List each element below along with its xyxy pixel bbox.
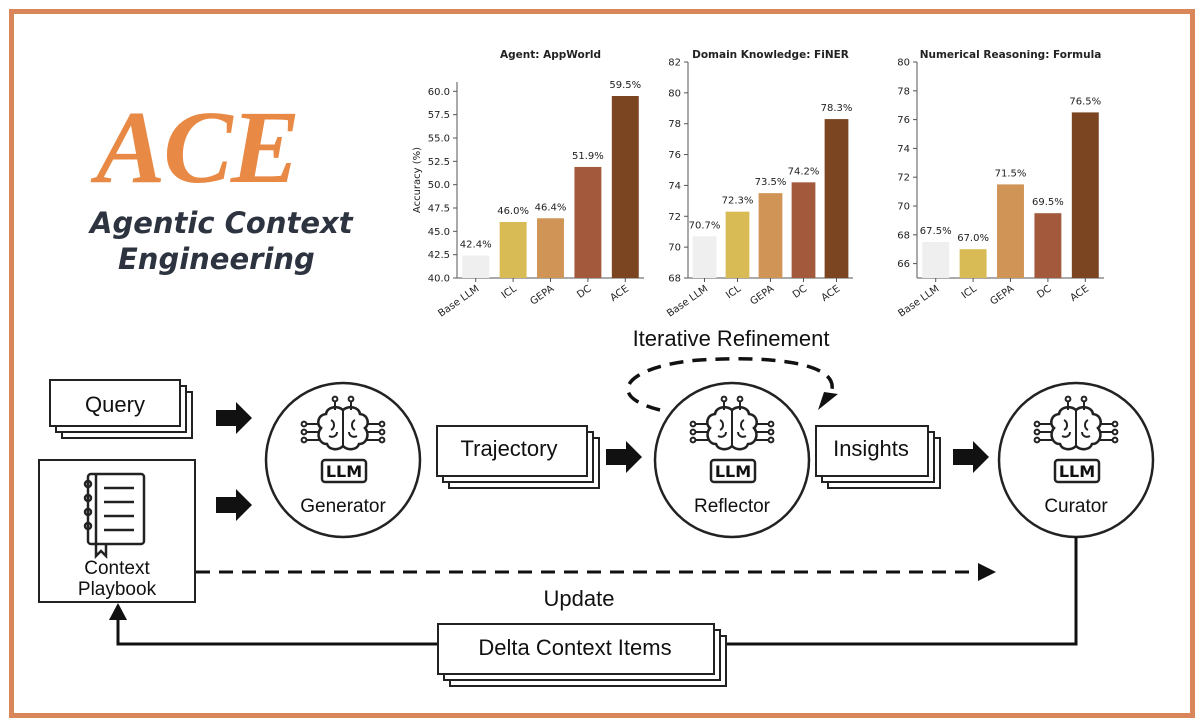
update-arrowhead [978, 563, 996, 581]
arrow-right-icon [216, 402, 989, 521]
y-tick-label: 60.0 [428, 87, 450, 98]
bar-value-label: 71.5% [995, 168, 1027, 179]
refinement-loop-arrow [626, 357, 834, 412]
update-label: Update [544, 586, 615, 611]
bar-value-label: 72.3% [722, 196, 754, 207]
delta-feedback-arrowhead [109, 603, 127, 620]
logo-title: ACE [96, 90, 300, 205]
chart-title: Domain Knowledge: FiNER [692, 49, 849, 61]
bar [758, 193, 783, 278]
bar [692, 236, 717, 278]
bar [791, 182, 816, 278]
delta-context-card-stack: Delta Context Items [437, 623, 727, 687]
y-tick-label: 74 [668, 181, 681, 192]
bar [462, 255, 490, 278]
bar [611, 96, 639, 278]
bar [1071, 112, 1099, 279]
y-tick-label: 82 [668, 58, 681, 69]
y-tick-label: 55.0 [428, 134, 450, 145]
chart-formula: Numerical Reasoning: Formula 66 68 70 72 74 76… [896, 49, 1104, 320]
bar [537, 218, 564, 278]
logo-subtitle-line2: Engineering [118, 242, 315, 276]
bar-value-label: 51.9% [572, 151, 604, 162]
chart-title: Agent: AppWorld [500, 49, 601, 61]
frame-border [9, 9, 1195, 718]
curator-label: Curator [1044, 496, 1108, 517]
query-label: Query [85, 392, 145, 417]
bar-value-label: 46.0% [497, 206, 529, 217]
refinement-loop-arrowhead [818, 392, 838, 410]
y-tick-label: 70 [897, 202, 910, 213]
reflector-llm-label: LLM [715, 462, 751, 481]
y-axis-label: Accuracy (%) [412, 147, 423, 213]
bar-value-label: 67.0% [957, 233, 989, 244]
bar-value-label: 78.3% [821, 103, 853, 114]
generator-label: Generator [300, 496, 386, 517]
bar [499, 222, 527, 278]
bar [824, 119, 849, 278]
notebook-icon [83, 472, 146, 560]
bar-value-label: 59.5% [609, 80, 641, 91]
y-tick-label: 76 [668, 150, 681, 161]
bar [725, 211, 750, 278]
generator-llm-label: LLM [326, 462, 362, 481]
y-tick-label: 68 [668, 274, 681, 285]
bar-value-label: 74.2% [788, 166, 820, 177]
bar-value-label: 76.5% [1069, 96, 1101, 107]
bar [959, 249, 987, 278]
y-tick-label: 80 [668, 88, 681, 99]
y-tick-label: 52.5 [428, 157, 450, 168]
chart-finer: Domain Knowledge: FiNER 68 70 72 74 76 78 80 82 7… [665, 49, 853, 320]
trajectory-label: Trajectory [461, 436, 558, 461]
y-tick-label: 78 [897, 86, 910, 97]
context-playbook-line2: Playbook [78, 579, 157, 600]
y-tick-label: 66 [897, 259, 910, 270]
bar-value-label: 69.5% [1032, 197, 1064, 208]
insights-label: Insights [833, 436, 909, 461]
chart-title: Numerical Reasoning: Formula [920, 49, 1102, 61]
y-tick-label: 72 [668, 212, 681, 223]
context-playbook: Context Playbook [38, 459, 196, 603]
delta-context-label: Delta Context Items [478, 635, 671, 660]
y-tick-label: 50.0 [428, 180, 450, 191]
y-tick-label: 78 [668, 119, 681, 130]
y-tick-label: 68 [897, 230, 910, 241]
bar-value-label: 46.4% [535, 202, 567, 213]
bar [1034, 213, 1062, 278]
charts-area: Agent: AppWorld 40.0 42.5 45.0 47.5 50.0 52.5 5… [412, 49, 1104, 320]
reflector-label: Reflector [694, 496, 771, 517]
generator-node: LLM Generator [264, 381, 422, 539]
y-tick-label: 72 [897, 173, 910, 184]
logo-subtitle: Agentic Context Engineering [90, 205, 353, 277]
bar-value-label: 70.7% [689, 220, 721, 231]
y-tick-label: 40.0 [428, 274, 450, 285]
query-card-stack: Query [49, 379, 193, 439]
y-tick-label: 47.5 [428, 204, 450, 215]
bar [574, 166, 602, 278]
curator-node: LLM Curator [997, 381, 1155, 539]
trajectory-card-stack: Trajectory [436, 425, 600, 489]
bar [922, 242, 950, 278]
bar-value-label: 42.4% [460, 240, 492, 251]
bar-value-label: 67.5% [920, 226, 952, 237]
bar-value-label: 73.5% [755, 177, 787, 188]
y-tick-label: 80 [897, 58, 910, 69]
bar [997, 184, 1024, 278]
context-playbook-line1: Context [84, 558, 150, 579]
y-tick-label: 74 [897, 144, 910, 155]
y-tick-label: 70 [668, 243, 681, 254]
reflector-node: LLM Reflector [653, 381, 811, 539]
logo-subtitle-line1: Agentic Context [90, 206, 353, 240]
y-tick-label: 45.0 [428, 227, 450, 238]
insights-card-stack: Insights [815, 425, 941, 489]
y-tick-label: 76 [897, 115, 910, 126]
curator-llm-label: LLM [1059, 462, 1095, 481]
y-tick-label: 57.5 [428, 110, 450, 121]
iterative-refinement-label: Iterative Refinement [633, 326, 830, 351]
y-tick-label: 42.5 [428, 250, 450, 261]
